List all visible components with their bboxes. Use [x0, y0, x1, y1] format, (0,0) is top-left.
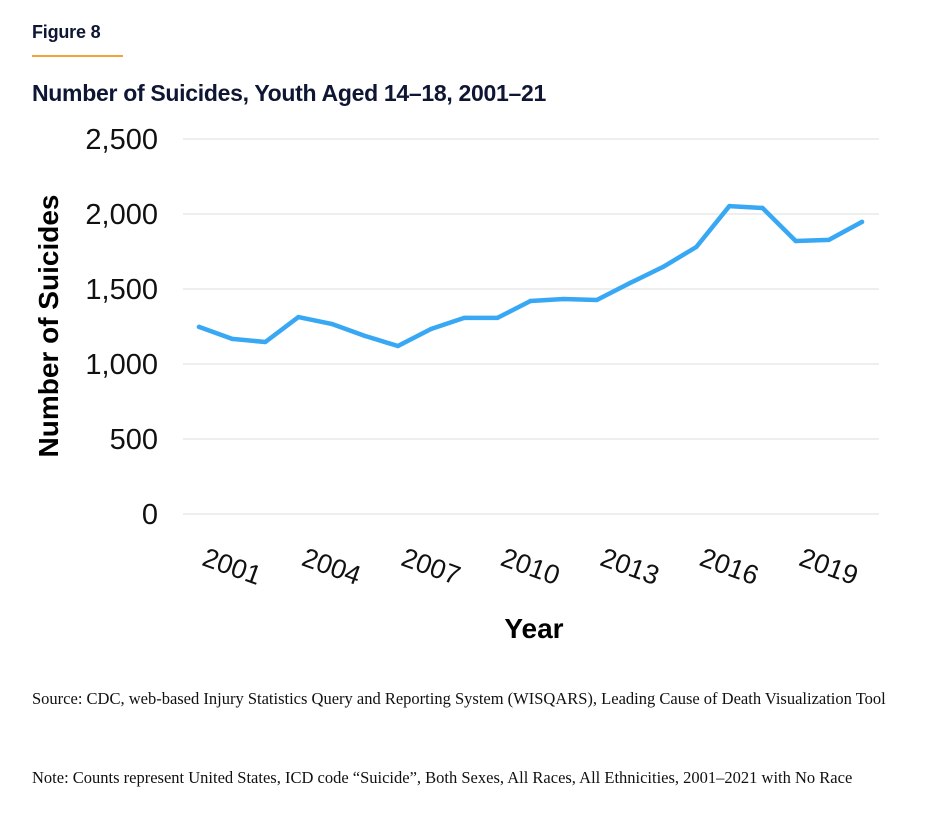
data-point	[561, 296, 566, 302]
x-tick-label: 2019	[795, 542, 862, 591]
source-note: Source: CDC, web-based Injury Statistics…	[32, 689, 886, 708]
data-point	[196, 324, 202, 330]
data-point	[395, 343, 401, 349]
data-point	[826, 237, 832, 243]
x-tick-label: 2004	[298, 542, 365, 591]
figure-label: Figure 8	[32, 22, 101, 42]
footnote: Note: Counts represent United States, IC…	[32, 768, 853, 787]
data-point	[727, 203, 732, 209]
data-point	[694, 244, 699, 250]
x-axis-label: Year	[504, 613, 563, 644]
x-tick-label: 2001	[199, 542, 266, 591]
y-axis-ticks: 0 500 1,000 1,500 2,000 2,500	[85, 124, 158, 531]
data-point	[660, 264, 666, 270]
x-axis-ticks: 2001 2004 2007 2010 2013 2016 2019	[199, 542, 862, 591]
data-point	[594, 297, 599, 303]
data-point	[528, 298, 533, 304]
y-tick-label: 1,000	[85, 349, 158, 381]
series-line	[196, 203, 865, 349]
line-chart: 0 500 1,000 1,500 2,000 2,500 2001 2004 2007 201…	[33, 124, 879, 644]
data-point	[462, 315, 467, 321]
x-tick-label: 2010	[497, 542, 564, 591]
x-tick-label: 2007	[398, 542, 465, 591]
data-point	[362, 333, 367, 339]
x-tick-label: 2013	[597, 542, 664, 591]
y-tick-label: 2,500	[85, 124, 158, 156]
data-point	[229, 336, 235, 342]
data-point	[495, 315, 500, 321]
data-point	[329, 321, 334, 327]
y-tick-label: 2,000	[85, 199, 158, 231]
data-point	[428, 326, 434, 332]
figure-label-underline	[32, 55, 123, 57]
data-point	[760, 205, 765, 211]
data-point	[296, 314, 301, 320]
chart-title: Number of Suicides, Youth Aged 14–18, 20…	[32, 80, 546, 106]
series-layer	[196, 203, 865, 349]
data-point	[859, 219, 865, 225]
y-tick-label: 0	[142, 499, 158, 531]
x-tick-label: 2016	[696, 542, 763, 591]
y-axis-label: Number of Suicides	[33, 195, 64, 458]
gridlines	[183, 138, 879, 515]
y-tick-label: 1,500	[85, 274, 158, 306]
data-point	[627, 280, 633, 286]
y-tick-label: 500	[110, 424, 158, 456]
data-point	[263, 339, 268, 345]
data-point	[793, 238, 798, 244]
